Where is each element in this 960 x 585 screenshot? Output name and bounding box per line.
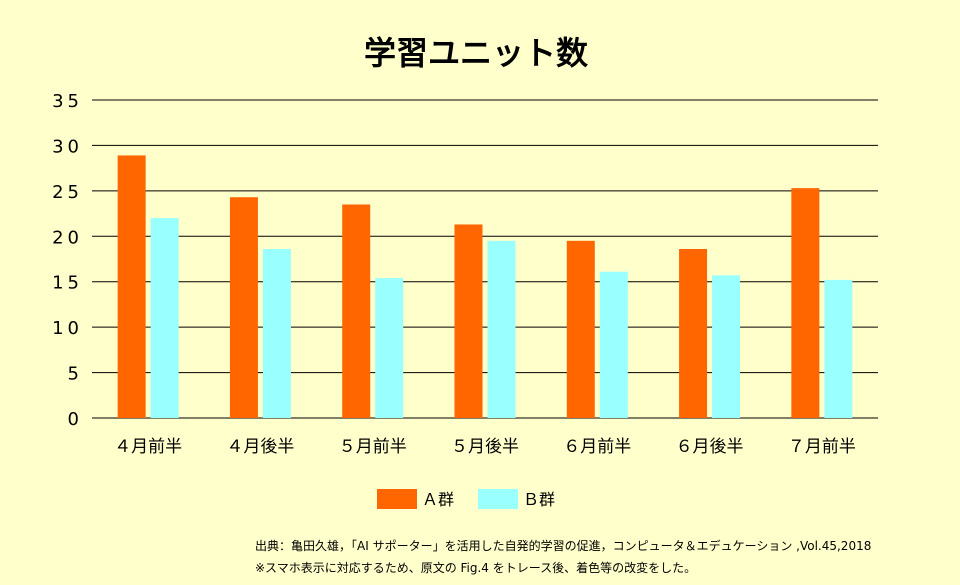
bar-a-3 [342, 204, 371, 418]
bar-b-6 [712, 275, 741, 418]
legend: Ａ群 Ｂ群 [377, 489, 555, 509]
bar-b-5 [599, 271, 628, 418]
legend-swatch-a [377, 489, 417, 509]
x-tick-label: ４月前半 [114, 437, 182, 457]
x-tick-label: ６月前半 [563, 437, 631, 457]
x-tick-label: ５月後半 [451, 437, 519, 457]
legend-label-a: Ａ群 [422, 490, 454, 509]
bar-a-1 [117, 155, 146, 418]
source-citation: 出典：亀田久雄，「AI サポーター」を活用した自発的学習の促進，コンピュータ＆エ… [255, 539, 872, 553]
bar-b-7 [824, 279, 853, 418]
x-tick-label: ７月前半 [788, 437, 856, 457]
bars [117, 155, 853, 418]
bar-a-5 [566, 240, 595, 418]
y-tick-label: 15 [52, 273, 83, 294]
chart-title: 学習ユニット数 [364, 34, 589, 72]
x-tick-label: ５月前半 [339, 437, 407, 457]
bar-b-2 [262, 249, 291, 418]
x-tick-label: ４月後半 [226, 437, 294, 457]
legend-label-b: Ｂ群 [523, 490, 555, 509]
y-tick-label: 10 [52, 318, 83, 339]
y-tick-label: 35 [52, 91, 83, 112]
grid-lines [92, 99, 878, 419]
legend-swatch-b [478, 489, 518, 509]
y-tick-label: 30 [52, 136, 83, 157]
y-axis-ticks: 35 30 25 20 15 10 5 0 [52, 91, 83, 430]
source-note: ※スマホ表示に対応するため、原文の Fig.4 をトレース後、着色等の改変をした… [255, 561, 697, 575]
y-tick-label: 0 [68, 409, 83, 430]
x-axis-ticks: ４月前半 ４月後半 ５月前半 ５月後半 ６月前半 ６月後半 ７月前半 [114, 437, 856, 457]
y-tick-label: 25 [52, 182, 83, 203]
bar-b-4 [487, 240, 516, 418]
bar-b-1 [150, 218, 179, 418]
bar-a-6 [679, 249, 708, 418]
x-tick-label: ６月後半 [676, 437, 744, 457]
y-tick-label: 20 [52, 227, 83, 248]
bar-b-3 [375, 278, 404, 418]
bar-a-7 [791, 188, 820, 418]
bar-a-4 [454, 224, 483, 418]
y-tick-label: 5 [68, 364, 83, 385]
bar-a-2 [229, 197, 258, 418]
